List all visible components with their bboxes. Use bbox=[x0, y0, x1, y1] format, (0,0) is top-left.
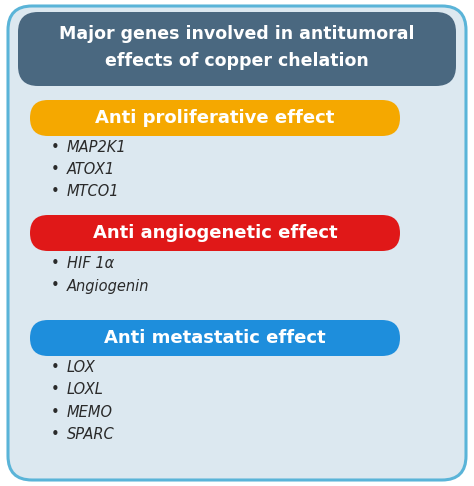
Text: MEMO: MEMO bbox=[67, 404, 113, 419]
FancyBboxPatch shape bbox=[18, 12, 456, 86]
Text: MTCO1: MTCO1 bbox=[67, 185, 119, 199]
Text: SPARC: SPARC bbox=[67, 427, 115, 441]
Text: MAP2K1: MAP2K1 bbox=[67, 140, 127, 156]
Text: Anti proliferative effect: Anti proliferative effect bbox=[95, 109, 335, 127]
Text: •: • bbox=[51, 427, 59, 441]
Text: Anti metastatic effect: Anti metastatic effect bbox=[104, 329, 326, 347]
Text: •: • bbox=[51, 404, 59, 419]
Text: effects of copper chelation: effects of copper chelation bbox=[105, 52, 369, 70]
Text: HIF 1α: HIF 1α bbox=[67, 257, 114, 272]
Text: •: • bbox=[51, 361, 59, 376]
Text: •: • bbox=[51, 140, 59, 156]
Text: •: • bbox=[51, 185, 59, 199]
Text: •: • bbox=[51, 257, 59, 272]
Text: ATOX1: ATOX1 bbox=[67, 162, 115, 177]
Text: Anti angiogenetic effect: Anti angiogenetic effect bbox=[93, 224, 337, 242]
Text: •: • bbox=[51, 162, 59, 177]
Text: LOXL: LOXL bbox=[67, 382, 104, 398]
Text: Major genes involved in antitumoral: Major genes involved in antitumoral bbox=[59, 25, 415, 43]
Text: •: • bbox=[51, 382, 59, 398]
Text: •: • bbox=[51, 278, 59, 294]
Text: Angiogenin: Angiogenin bbox=[67, 278, 149, 294]
FancyBboxPatch shape bbox=[30, 215, 400, 251]
FancyBboxPatch shape bbox=[30, 320, 400, 356]
Text: LOX: LOX bbox=[67, 361, 96, 376]
FancyBboxPatch shape bbox=[30, 100, 400, 136]
FancyBboxPatch shape bbox=[8, 6, 466, 480]
